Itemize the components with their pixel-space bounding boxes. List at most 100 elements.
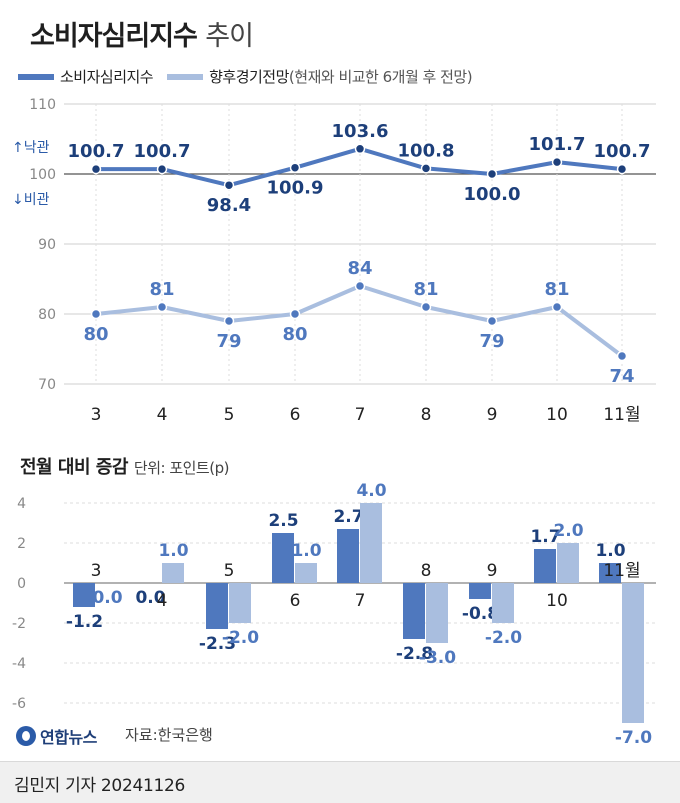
title-sub: 추이 xyxy=(205,21,254,52)
y-tick-label-90: 90 xyxy=(38,237,56,253)
bar-unit-text: 단위: 포인트(p) xyxy=(133,459,230,477)
bar-category-label-0: 3 xyxy=(91,561,102,581)
yonhap-logo: 연합뉴스 xyxy=(16,724,97,748)
chart-title: 소비자심리지수 추이 xyxy=(30,14,254,53)
bar-series1-8 xyxy=(599,563,621,583)
series2-label-5: 81 xyxy=(413,279,438,300)
title-main: 소비자심리지수 xyxy=(30,21,198,52)
x-tick-label-5: 8 xyxy=(421,405,432,425)
series1-label-5: 100.8 xyxy=(398,140,455,161)
bar-category-label-5: 8 xyxy=(421,561,432,581)
bar-y-tick-label-4: 4 xyxy=(17,496,26,512)
bar-category-label-7: 10 xyxy=(546,591,568,611)
line-chart: 70 80 90 100 110 3 4 5 6 7 8 9 10 11월 ↑낙관 ↓비관 100.7 100.7… xyxy=(12,97,656,425)
series1-point-3 xyxy=(289,162,301,173)
legend-label-series2: 향후경기전망 xyxy=(209,68,289,86)
x-tick-label-8: 11월 xyxy=(603,405,640,425)
series1-point-8 xyxy=(616,163,628,175)
series2-point-0 xyxy=(90,308,102,320)
series1-label-3: 100.9 xyxy=(267,178,324,199)
series2-point-4 xyxy=(354,280,366,292)
bar-label-series2-2: -2.0 xyxy=(222,628,259,648)
series1-point-5 xyxy=(420,163,432,174)
x-tick-label-6: 9 xyxy=(487,405,498,425)
bar-label-series2-7: 2.0 xyxy=(553,521,583,541)
series1-label-1: 100.7 xyxy=(134,141,191,162)
bar-category-label-2: 5 xyxy=(224,561,235,581)
bar-category-label-1: 4 xyxy=(157,591,168,611)
legend-note-series2: (현재와 비교한 6개월 후 전망) xyxy=(288,68,473,86)
bar-y-tick-label--4: -4 xyxy=(12,656,26,672)
bar-y-tick-label-0: 0 xyxy=(17,576,26,592)
bar-series1-5 xyxy=(403,583,425,639)
series2-label-6: 79 xyxy=(479,331,504,352)
bar-category-label-4: 7 xyxy=(355,591,366,611)
x-tick-label-1: 4 xyxy=(157,405,168,425)
series1-label-8: 100.7 xyxy=(594,141,651,162)
series1-point-1 xyxy=(156,163,168,175)
series2-label-4: 84 xyxy=(347,258,372,279)
bar-title-text: 전월 대비 증감 xyxy=(20,457,128,478)
bar-label-series1-2: -2.3 xyxy=(199,634,236,654)
series1-point-0 xyxy=(90,163,102,175)
bar-series1-2 xyxy=(206,583,228,629)
series1-label-2: 98.4 xyxy=(207,195,251,216)
series2-point-6 xyxy=(486,315,498,327)
bar-series1-4 xyxy=(337,529,359,583)
series2-label-7: 81 xyxy=(544,279,569,300)
bar-label-series2-3: 1.0 xyxy=(291,541,321,561)
series1-point-6 xyxy=(486,168,498,180)
bar-y-tick-label-2: 2 xyxy=(17,536,26,552)
series-line-2 xyxy=(95,284,624,358)
series2-label-3: 80 xyxy=(282,324,307,345)
series1-point-7 xyxy=(551,156,563,168)
bar-category-label-8: 11월 xyxy=(603,561,640,581)
annotation-up: ↑낙관 xyxy=(12,140,50,156)
bar-y-tick-label--6: -6 xyxy=(12,696,26,712)
series1-label-0: 100.7 xyxy=(68,141,125,162)
legend-label-series1: 소비자심리지수 xyxy=(60,68,154,86)
series2-label-0: 80 xyxy=(83,324,108,345)
bar-series1-7 xyxy=(534,549,556,583)
bar-label-series2-0: 0.0 xyxy=(92,588,122,608)
x-tick-label-7: 10 xyxy=(546,405,568,425)
bar-series2-6 xyxy=(492,583,514,623)
y-tick-label-100: 100 xyxy=(29,167,56,183)
series2-point-7 xyxy=(551,301,563,313)
bar-series2-1 xyxy=(162,563,184,583)
bar-category-label-6: 9 xyxy=(487,561,498,581)
annotation-down: ↓비관 xyxy=(12,192,50,208)
x-tick-label-2: 5 xyxy=(224,405,235,425)
bar-label-series1-5: -2.8 xyxy=(396,644,433,664)
yonhap-logo-icon xyxy=(16,726,36,746)
bar-series2-5 xyxy=(426,583,448,643)
bar-label-series2-4: 4.0 xyxy=(356,481,386,501)
legend-item-series1: 소비자심리지수 xyxy=(18,66,154,87)
bar-series1-3 xyxy=(272,533,294,583)
legend-item-series2: 향후경기전망 (현재와 비교한 6개월 후 전망) xyxy=(167,66,473,87)
bar-label-series1-8: 1.0 xyxy=(595,541,625,561)
footer: 김민지 기자 20241126 xyxy=(0,761,680,803)
bar-label-series1-6: -0.8 xyxy=(462,604,499,624)
x-tick-label-3: 6 xyxy=(290,405,301,425)
bar-chart: -6-4-2024-1.20.030.01.04-2.3-2.052.51.06… xyxy=(12,481,656,748)
series1-label-6: 100.0 xyxy=(464,184,521,205)
bar-category-label-3: 6 xyxy=(290,591,301,611)
series2-point-5 xyxy=(420,301,432,313)
x-tick-label-0: 3 xyxy=(91,405,102,425)
footer-text: 김민지 기자 20241126 xyxy=(14,776,186,796)
bar-series2-2 xyxy=(229,583,251,623)
y-tick-label-80: 80 xyxy=(38,307,56,323)
source-text: 자료:한국은행 xyxy=(125,726,213,744)
series2-point-1 xyxy=(156,301,168,313)
x-tick-label-4: 7 xyxy=(355,405,366,425)
bar-series2-4 xyxy=(360,503,382,583)
bar-y-tick-label--2: -2 xyxy=(12,616,26,632)
series2-label-1: 81 xyxy=(149,279,174,300)
bar-series2-7 xyxy=(557,543,579,583)
series2-point-3 xyxy=(289,308,301,320)
legend: 소비자심리지수 향후경기전망 (현재와 비교한 6개월 후 전망) xyxy=(18,66,486,87)
series1-point-2 xyxy=(223,179,235,191)
bar-label-series2-1: 1.0 xyxy=(158,541,188,561)
bar-label-series1-4: 2.7 xyxy=(333,507,363,527)
